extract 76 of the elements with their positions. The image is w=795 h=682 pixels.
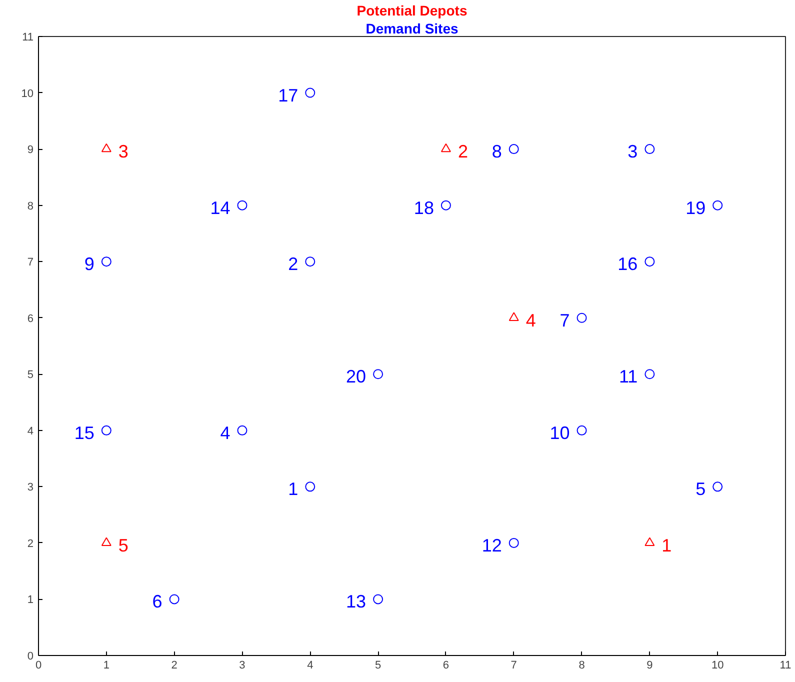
annotation: 17: [278, 85, 298, 106]
point: [101, 425, 112, 436]
x-tick-label: 6: [442, 660, 450, 672]
point: [305, 256, 316, 267]
y-tick-label: 2: [27, 538, 34, 550]
x-tick-label: 2: [171, 660, 178, 672]
point: [712, 200, 723, 210]
annotation: 1: [288, 479, 298, 500]
point: [101, 143, 112, 152]
point: [644, 537, 655, 546]
x-tick-label: 1: [103, 660, 110, 672]
annotation: 15: [74, 422, 94, 443]
annotation: 10: [550, 422, 570, 443]
point: [508, 144, 519, 154]
annotation: 9: [84, 254, 94, 274]
y-tick-label: 5: [27, 369, 34, 382]
y-tick-label: 1: [27, 594, 34, 606]
x-tick-label: 3: [239, 660, 246, 672]
annotation: 12: [482, 535, 502, 556]
x-tick-label: 5: [374, 660, 382, 672]
annotation: 3: [118, 142, 128, 162]
annotation: 5: [118, 535, 128, 556]
y-tick-label: 9: [27, 144, 34, 156]
point: [576, 425, 587, 436]
y-tick-label: 7: [27, 256, 34, 269]
y-tick-label: 11: [22, 32, 34, 44]
point: [508, 538, 519, 548]
y-tick-label: 10: [21, 88, 34, 100]
annotation: 16: [618, 254, 638, 274]
x-tick-label: 10: [711, 660, 724, 672]
y-tick-label: 8: [27, 200, 34, 212]
point: [237, 200, 248, 210]
point: [373, 369, 384, 380]
x-tick-label: 9: [646, 660, 653, 672]
annotation: 1: [662, 535, 672, 556]
point: [440, 143, 451, 152]
text: Demand Sites: [366, 20, 459, 36]
point: [237, 425, 248, 436]
annotation: 8: [492, 142, 502, 162]
annotation: 18: [414, 198, 434, 218]
point: [101, 256, 112, 267]
annotation: 7: [560, 310, 570, 330]
x-tick-label: 4: [307, 660, 314, 672]
y-tick-label: 4: [27, 425, 34, 438]
annotation: 2: [288, 254, 298, 274]
annotation: 13: [346, 592, 366, 612]
x-tick-label: 0: [35, 660, 42, 672]
point: [305, 88, 316, 98]
point: [644, 144, 655, 154]
point: [508, 312, 519, 321]
annotation: 11: [618, 366, 638, 387]
annotation: 6: [152, 592, 162, 612]
point: [576, 312, 587, 323]
point: [101, 537, 112, 546]
y-tick-label: 6: [27, 312, 34, 325]
annotation: 4: [220, 422, 230, 443]
annotation: 4: [526, 310, 536, 330]
point: [373, 594, 384, 604]
point: [169, 594, 180, 604]
annotation: 19: [686, 198, 706, 218]
y-tick-label: 0: [27, 650, 34, 662]
point: [644, 256, 655, 267]
point: [712, 482, 723, 492]
point: [305, 482, 316, 492]
annotation: 2: [458, 142, 468, 162]
annotation: 5: [696, 479, 706, 500]
y-tick-label: 3: [27, 482, 34, 494]
point: [644, 369, 655, 380]
annotation: 14: [210, 198, 230, 218]
annotation: 20: [346, 366, 366, 387]
x-tick-label: 11: [780, 660, 792, 672]
x-tick-label: 8: [578, 660, 585, 672]
annotation: 3: [628, 142, 638, 162]
point: [440, 200, 451, 210]
text: Potential Depots: [356, 2, 468, 18]
x-tick-label: 7: [510, 660, 517, 672]
